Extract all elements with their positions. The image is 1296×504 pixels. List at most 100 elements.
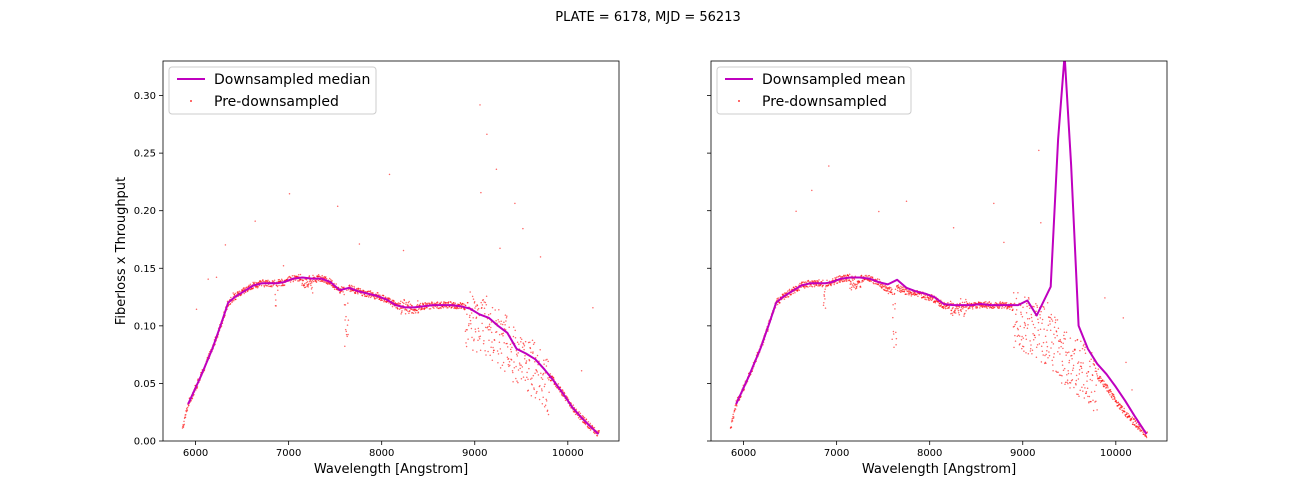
scatter-point	[297, 274, 300, 276]
scatter-point	[510, 359, 513, 361]
scatter-point	[281, 279, 284, 282]
scatter-point	[486, 133, 488, 136]
scatter-point	[400, 300, 402, 302]
scatter-point	[450, 301, 452, 303]
scatter-point	[474, 328, 477, 330]
scatter-point	[823, 293, 825, 296]
scatter-point	[1074, 382, 1077, 385]
scatter-point	[417, 300, 419, 302]
y-axis-label: Fiberloss x Throughput	[114, 177, 129, 325]
scatter-point	[311, 280, 314, 282]
scatter-point	[1087, 395, 1089, 398]
scatter-point	[333, 288, 336, 290]
scatter-point	[1096, 409, 1098, 411]
legend-entry-line: Downsampled mean	[762, 72, 906, 88]
scatter-point	[402, 249, 405, 252]
scatter-point	[343, 286, 345, 288]
scatter-point	[339, 292, 341, 294]
scatter-point	[521, 371, 523, 373]
scatter-point	[343, 293, 345, 296]
scatter-point	[417, 308, 420, 311]
scatter-point	[844, 279, 846, 282]
scatter-point	[1038, 334, 1040, 336]
scatter-point	[1024, 323, 1026, 325]
scatter-point	[481, 304, 484, 306]
scatter-point	[404, 308, 407, 310]
scatter-point	[401, 310, 403, 312]
scatter-point	[548, 378, 550, 381]
scatter-point	[258, 281, 260, 284]
scatter-point	[990, 302, 992, 304]
scatter-point	[411, 304, 413, 307]
scatter-point	[528, 367, 530, 370]
scatter-point	[261, 280, 263, 283]
scatter-point	[810, 281, 812, 283]
suptitle: PLATE = 6178, MJD = 56213	[555, 10, 741, 25]
scatter-point	[484, 313, 486, 315]
y-tick-label: 0.10	[134, 321, 156, 332]
scatter-point	[458, 303, 461, 306]
scatter-point	[464, 308, 466, 310]
x-tick-label: 6000	[183, 448, 208, 459]
scatter-point	[278, 278, 281, 281]
scatter-point	[495, 168, 498, 171]
scatter-point	[894, 288, 897, 291]
scatter-point	[474, 330, 477, 333]
scatter-point	[811, 285, 814, 288]
scatter-point	[1080, 365, 1083, 368]
scatter-point	[511, 346, 513, 349]
scatter-point	[464, 330, 467, 333]
scatter-point	[1128, 414, 1131, 417]
scatter-point	[1111, 394, 1114, 397]
scatter-point	[1112, 398, 1114, 400]
scatter-point	[463, 303, 465, 305]
scatter-point	[529, 378, 532, 380]
scatter-point	[900, 287, 902, 289]
scatter-point	[860, 274, 863, 277]
scatter-point	[1070, 373, 1072, 375]
scatter-point	[520, 377, 523, 380]
scatter-point	[896, 289, 899, 292]
scatter-point	[946, 307, 949, 309]
scatter-point	[1105, 386, 1108, 389]
scatter-point	[1065, 351, 1067, 353]
scatter-point	[999, 301, 1002, 303]
scatter-point	[400, 313, 402, 315]
scatter-point	[862, 280, 864, 282]
scatter-point	[949, 300, 952, 303]
scatter-point	[257, 285, 259, 288]
scatter-point	[1092, 399, 1094, 402]
scatter-point	[1056, 371, 1058, 373]
scatter-point	[824, 288, 826, 290]
scatter-point	[244, 291, 247, 293]
scatter-point	[304, 286, 307, 289]
scatter-point	[524, 354, 526, 357]
scatter-point	[1075, 384, 1077, 386]
scatter-point	[471, 295, 474, 298]
scatter-point	[513, 367, 516, 369]
scatter-point	[367, 294, 369, 297]
scatter-point	[1113, 394, 1115, 396]
scatter-point	[1124, 415, 1127, 418]
scatter-point	[1043, 308, 1046, 310]
scatter-point	[387, 297, 389, 299]
scatter-point	[275, 305, 277, 307]
scatter-point	[955, 306, 958, 308]
scatter-point	[408, 312, 410, 314]
scatter-point	[979, 307, 981, 309]
scatter-point	[1015, 297, 1018, 300]
scatter-point	[1046, 301, 1049, 304]
scatter-point	[405, 301, 407, 304]
scatter-point	[344, 304, 347, 306]
scatter-point	[1043, 306, 1045, 308]
scatter-point	[317, 279, 320, 282]
scatter-point	[951, 314, 954, 317]
scatter-point	[1121, 405, 1124, 408]
scatter-point	[1021, 335, 1023, 338]
scatter-point	[527, 389, 530, 391]
scatter-point	[1045, 341, 1048, 343]
scatter-point	[472, 317, 474, 319]
scatter-point	[965, 298, 967, 301]
scatter-point	[592, 307, 594, 309]
x-tick-label: 10000	[1100, 448, 1132, 459]
